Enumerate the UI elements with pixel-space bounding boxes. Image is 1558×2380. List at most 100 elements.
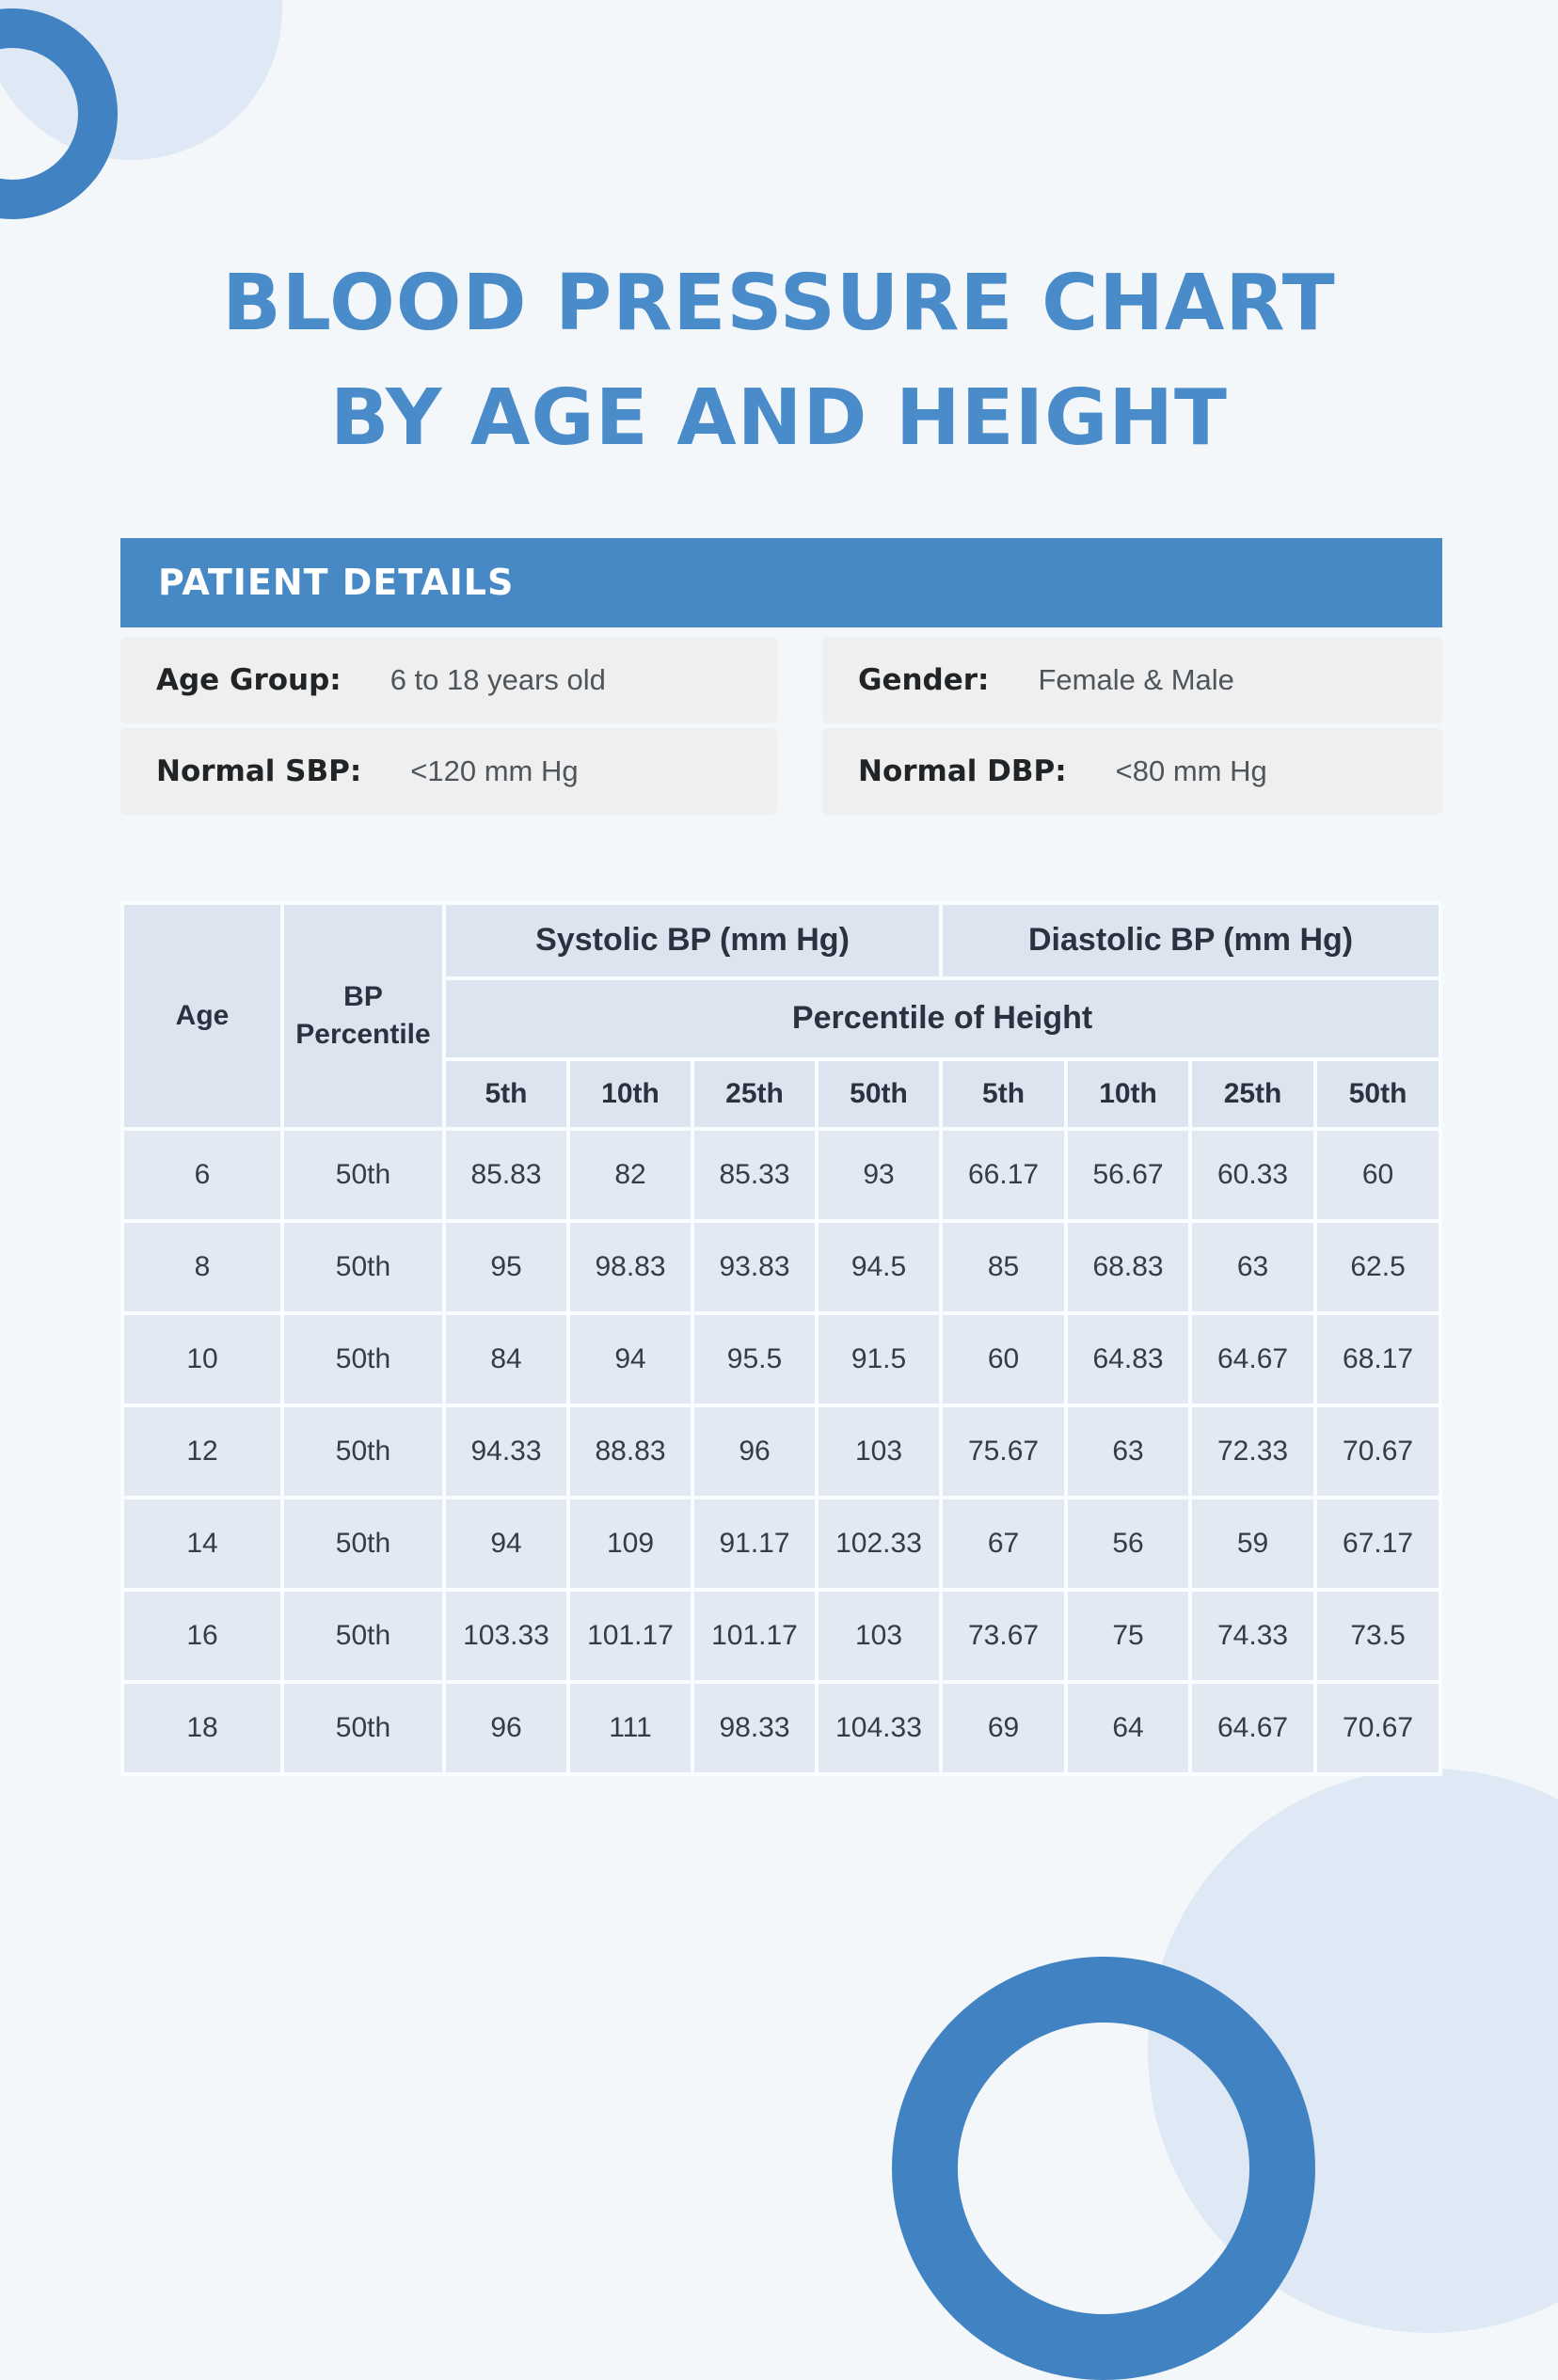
value-cell: 73.67 <box>943 1592 1065 1680</box>
value-cell: 93.83 <box>694 1223 815 1311</box>
value-cell: 85.83 <box>446 1131 566 1219</box>
value-cell: 64.83 <box>1068 1315 1189 1404</box>
table-header-row-groups: Age BP Percentile Systolic BP (mm Hg) Di… <box>124 905 1439 1127</box>
table-body: 6 50th 85.83 82 85.33 93 66.17 56.67 60.33 60 8 50t… <box>124 1131 1439 1772</box>
value-cell: 64.67 <box>1192 1315 1314 1404</box>
bp-percentile-cell: 50th <box>284 1499 442 1588</box>
table-row: 6 50th 85.83 82 85.33 93 66.17 56.67 60.33 60 <box>124 1131 1439 1219</box>
subcolumn-header: 25th <box>694 1061 815 1127</box>
value-cell: 63 <box>1068 1407 1189 1496</box>
value-cell: 75.67 <box>943 1407 1065 1496</box>
value-cell: 68.83 <box>1068 1223 1189 1311</box>
systolic-group-header: Systolic BP (mm Hg) <box>446 905 940 976</box>
subcolumn-header: 10th <box>570 1061 691 1127</box>
value-cell: 82 <box>570 1131 691 1219</box>
value-cell: 91.17 <box>694 1499 815 1588</box>
value-cell: 85.33 <box>694 1131 815 1219</box>
subcolumn-header: 10th <box>1068 1061 1189 1127</box>
table-row: 8 50th 95 98.83 93.83 94.5 85 68.83 63 62.5 <box>124 1223 1439 1311</box>
value-cell: 102.33 <box>819 1499 940 1588</box>
subcolumn-header: 50th <box>1317 1061 1439 1127</box>
subcolumn-header: 50th <box>819 1061 940 1127</box>
blood-pressure-table: Age BP Percentile Systolic BP (mm Hg) Di… <box>120 901 1443 1776</box>
gender-value: Female & Male <box>1038 663 1234 696</box>
value-cell: 101.17 <box>570 1592 691 1680</box>
value-cell: 74.33 <box>1192 1592 1314 1680</box>
value-cell: 111 <box>570 1684 691 1772</box>
table-row: 14 50th 94 109 91.17 102.33 67 56 59 67.17 <box>124 1499 1439 1588</box>
value-cell: 101.17 <box>694 1592 815 1680</box>
value-cell: 103 <box>819 1407 940 1496</box>
value-cell: 63 <box>1192 1223 1314 1311</box>
diastolic-group-header: Diastolic BP (mm Hg) <box>943 905 1439 976</box>
value-cell: 94.5 <box>819 1223 940 1311</box>
value-cell: 67 <box>943 1499 1065 1588</box>
bp-percentile-cell: 50th <box>284 1315 442 1404</box>
value-cell: 96 <box>694 1407 815 1496</box>
value-cell: 59 <box>1192 1499 1314 1588</box>
age-cell: 14 <box>124 1499 280 1588</box>
value-cell: 64 <box>1068 1684 1189 1772</box>
value-cell: 109 <box>570 1499 691 1588</box>
age-group-label: Age Group: <box>156 663 342 697</box>
bp-percentile-cell: 50th <box>284 1684 442 1772</box>
table-header-row-subcolumns: 5th 10th 25th 50th 5th 10th 25th 50th <box>124 1061 1439 1127</box>
bp-percentile-cell: 50th <box>284 1223 442 1311</box>
value-cell: 72.33 <box>1192 1407 1314 1496</box>
value-cell: 84 <box>446 1315 566 1404</box>
age-cell: 6 <box>124 1131 280 1219</box>
subcolumn-header: 5th <box>446 1061 566 1127</box>
age-cell: 8 <box>124 1223 280 1311</box>
value-cell: 69 <box>943 1684 1065 1772</box>
value-cell: 85 <box>943 1223 1065 1311</box>
page-title-line1: BLOOD PRESSURE CHART <box>222 259 1336 348</box>
bp-percentile-cell: 50th <box>284 1592 442 1680</box>
value-cell: 60 <box>943 1315 1065 1404</box>
value-cell: 103 <box>819 1592 940 1680</box>
document-page: BLOOD PRESSURE CHART BY AGE AND HEIGHT P… <box>0 246 1558 1776</box>
age-column-header: Age <box>124 905 280 1127</box>
table-row: 12 50th 94.33 88.83 96 103 75.67 63 72.33 70.67 <box>124 1407 1439 1496</box>
age-cell: 18 <box>124 1684 280 1772</box>
value-cell: 56.67 <box>1068 1131 1189 1219</box>
age-group-value: 6 to 18 years old <box>390 663 606 696</box>
normal-sbp-value: <120 mm Hg <box>410 754 579 787</box>
value-cell: 98.33 <box>694 1684 815 1772</box>
value-cell: 70.67 <box>1317 1407 1439 1496</box>
gender-field: Gender: Female & Male <box>822 637 1442 723</box>
value-cell: 64.67 <box>1192 1684 1314 1772</box>
value-cell: 98.83 <box>570 1223 691 1311</box>
value-cell: 75 <box>1068 1592 1189 1680</box>
age-cell: 10 <box>124 1315 280 1404</box>
subcolumn-header: 5th <box>943 1061 1065 1127</box>
value-cell: 73.5 <box>1317 1592 1439 1680</box>
normal-sbp-label: Normal SBP: <box>156 754 362 788</box>
patient-details-grid: Age Group: 6 to 18 years old Gender: Fem… <box>120 637 1442 815</box>
value-cell: 94 <box>570 1315 691 1404</box>
percentile-of-height-header: Percentile of Height <box>446 980 1439 1057</box>
page-title-line2: BY AGE AND HEIGHT <box>330 373 1228 463</box>
value-cell: 68.17 <box>1317 1315 1439 1404</box>
value-cell: 60.33 <box>1192 1131 1314 1219</box>
value-cell: 95.5 <box>694 1315 815 1404</box>
value-cell: 104.33 <box>819 1684 940 1772</box>
bp-percentile-cell: 50th <box>284 1407 442 1496</box>
patient-details-header: PATIENT DETAILS <box>120 538 1442 627</box>
page-title: BLOOD PRESSURE CHART BY AGE AND HEIGHT <box>0 246 1558 476</box>
age-group-field: Age Group: 6 to 18 years old <box>120 637 777 723</box>
value-cell: 62.5 <box>1317 1223 1439 1311</box>
normal-dbp-label: Normal DBP: <box>858 754 1067 788</box>
value-cell: 66.17 <box>943 1131 1065 1219</box>
age-cell: 16 <box>124 1592 280 1680</box>
table-header-row-percentile: Percentile of Height <box>124 980 1439 1057</box>
subcolumn-header: 25th <box>1192 1061 1314 1127</box>
value-cell: 70.67 <box>1317 1684 1439 1772</box>
table-row: 10 50th 84 94 95.5 91.5 60 64.83 64.67 68.17 <box>124 1315 1439 1404</box>
table-header: Age BP Percentile Systolic BP (mm Hg) Di… <box>124 905 1439 1127</box>
bp-percentile-column-header: BP Percentile <box>284 905 442 1127</box>
gender-label: Gender: <box>858 663 990 697</box>
normal-dbp-value: <80 mm Hg <box>1115 754 1267 787</box>
value-cell: 94.33 <box>446 1407 566 1496</box>
age-cell: 12 <box>124 1407 280 1496</box>
value-cell: 56 <box>1068 1499 1189 1588</box>
